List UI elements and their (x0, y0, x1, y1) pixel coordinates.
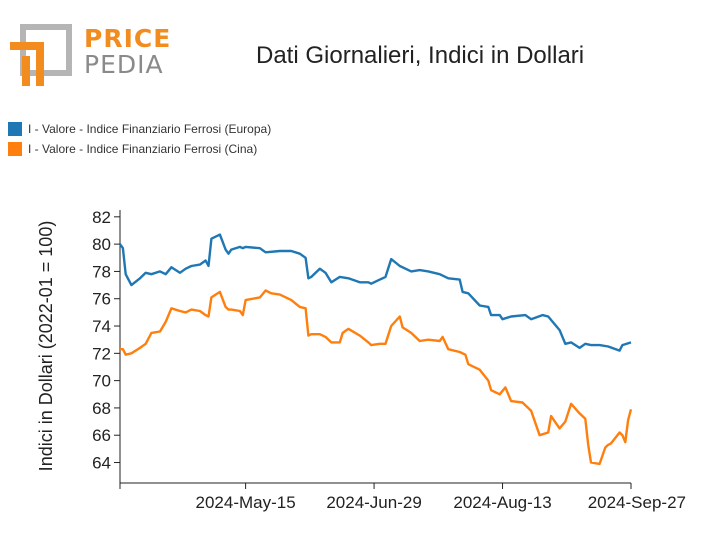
y-tick-label: 74 (92, 317, 111, 336)
legend-label-europa: I - Valore - Indice Finanziario Ferrosi … (28, 122, 272, 136)
legend-label-cina: I - Valore - Indice Finanziario Ferrosi … (28, 142, 258, 156)
legend-swatch-cina (8, 142, 22, 156)
x-axis: 2024-May-15 2024-Jun-29 2024-Aug-13 2024-Se… (119, 482, 686, 512)
y-tick-label: 70 (92, 372, 111, 391)
x-tick-label: 2024-Aug-13 (453, 493, 551, 512)
legend-item-europa[interactable]: I - Valore - Indice Finanziario Ferrosi … (8, 119, 271, 139)
logo-word-price: PRICE (84, 24, 172, 53)
x-tick-label: 2024-May-15 (196, 493, 296, 512)
pricepedia-logo: PRICE PEDIA (8, 22, 172, 97)
y-tick-label: 64 (92, 454, 111, 473)
y-tick-label: 78 (92, 262, 111, 281)
x-tick-label: 2024-Sep-27 (588, 493, 686, 512)
y-tick-label: 68 (92, 399, 111, 418)
chart-title: Dati Giornalieri, Indici in Dollari (256, 42, 585, 69)
series-layer (119, 233, 633, 466)
legend-item-cina[interactable]: I - Valore - Indice Finanziario Ferrosi … (8, 139, 271, 159)
pricepedia-logo-mark (10, 24, 72, 86)
logo-word-pedia: PEDIA (84, 50, 164, 79)
series-line-europa (119, 233, 632, 352)
chart-legend: I - Valore - Indice Finanziario Ferrosi … (8, 119, 271, 159)
y-tick-label: 72 (92, 344, 111, 363)
y-axis-label: Indici in Dollari (2022-01 = 100) (36, 221, 56, 472)
series-line-cina (120, 289, 633, 466)
y-tick-label: 80 (92, 235, 111, 254)
y-tick-label: 82 (92, 208, 111, 227)
y-axis: 64 66 68 70 72 74 76 78 80 82 (92, 208, 121, 483)
y-tick-label: 66 (92, 426, 111, 445)
x-tick-label: 2024-Jun-29 (326, 493, 421, 512)
legend-swatch-europa (8, 122, 22, 136)
y-tick-label: 76 (92, 290, 111, 309)
